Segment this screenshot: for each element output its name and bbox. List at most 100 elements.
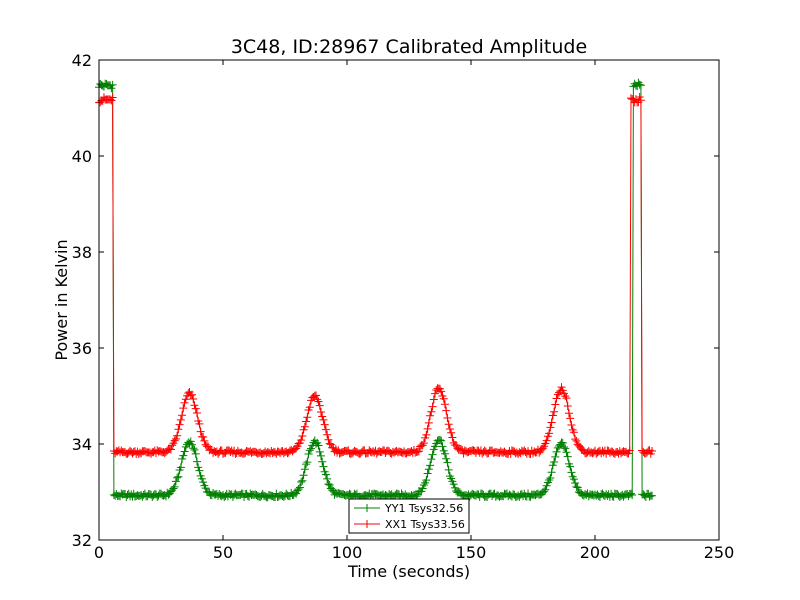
data-point: [547, 418, 556, 427]
data-point: [564, 409, 573, 418]
data-point: [324, 435, 333, 444]
data-point: [436, 435, 444, 444]
data-point: [424, 465, 433, 474]
data-point: [188, 440, 196, 449]
data-point: [315, 401, 324, 410]
data-point: [440, 449, 449, 458]
data-point: [442, 406, 451, 415]
data-point: [304, 449, 313, 458]
data-point: [305, 446, 314, 455]
data-point: [443, 458, 452, 467]
data-point: [166, 445, 175, 454]
data-point: [442, 454, 451, 463]
data-point: [174, 472, 183, 481]
x-tick-label: 50: [213, 543, 233, 562]
data-point: [191, 404, 200, 413]
data-point: [173, 431, 182, 440]
data-point: [169, 484, 178, 493]
data-point: [297, 436, 306, 445]
data-point: [552, 394, 561, 403]
data-point: [194, 463, 203, 472]
data-point: [180, 398, 189, 407]
data-point: [427, 455, 436, 464]
data-point: [298, 431, 307, 440]
data-point: [303, 413, 312, 422]
data-point: [319, 415, 328, 424]
data-point: [561, 392, 570, 401]
legend-marker-xx1: [363, 520, 371, 528]
data-point: [422, 430, 431, 439]
data-point: [302, 460, 311, 469]
data-point: [195, 419, 204, 428]
x-tick-label: 200: [580, 543, 611, 562]
data-point: [312, 391, 320, 400]
data-point: [540, 487, 549, 496]
data-point: [303, 458, 312, 467]
data-point: [419, 480, 428, 489]
data-point: [107, 84, 116, 93]
data-point: [192, 457, 201, 466]
data-point: [438, 442, 447, 451]
data-point: [426, 411, 435, 420]
data-point: [548, 411, 557, 420]
data-point: [422, 476, 431, 485]
y-tick-label: 40: [72, 147, 92, 166]
data-point: [444, 465, 453, 474]
data-point: [199, 432, 208, 441]
x-axis-label: Time (seconds): [347, 562, 470, 581]
data-point: [440, 400, 449, 409]
data-point: [298, 476, 307, 485]
data-point: [305, 403, 314, 412]
data-point: [200, 436, 209, 445]
x-tick-label: 150: [456, 543, 487, 562]
data-point: [428, 402, 437, 411]
data-point: [428, 450, 437, 459]
chart-title: 3C48, ID:28967 Calibrated Amplitude: [231, 36, 587, 58]
ticks-layer: 0 50 100 150 200 250 32 34 36 38 40 42: [72, 51, 735, 562]
data-point: [648, 446, 657, 455]
data-point: [448, 433, 457, 442]
data-point: [538, 444, 547, 453]
data-point: [563, 402, 572, 411]
legend: YY1 Tsys32.56 XX1 Tsys33.56: [348, 498, 470, 534]
data-point: [445, 425, 454, 434]
data-point: [550, 407, 559, 416]
data-point: [566, 414, 575, 423]
data-point: [178, 411, 187, 420]
data-point: [648, 491, 657, 500]
data-point: [569, 428, 578, 437]
data-point: [186, 437, 195, 446]
data-point: [572, 436, 581, 445]
data-point: [557, 383, 566, 392]
data-point: [300, 422, 309, 431]
data-point: [180, 447, 189, 456]
data-point: [551, 452, 560, 461]
data-point: [324, 480, 333, 489]
y-tick-label: 32: [72, 531, 92, 550]
y-tick-label: 38: [72, 243, 92, 262]
data-point: [314, 441, 323, 450]
data-point: [542, 436, 551, 445]
data-point: [176, 463, 185, 472]
data-point: [316, 408, 325, 417]
data-point: [192, 408, 201, 417]
data-point: [320, 420, 329, 429]
data-point: [314, 397, 323, 406]
y-tick-label: 34: [72, 435, 92, 454]
data-point: [558, 438, 567, 447]
data-point: [572, 482, 581, 491]
data-point: [292, 489, 301, 498]
data-point: [297, 478, 306, 487]
data-point: [541, 485, 550, 494]
data-point: [307, 444, 316, 453]
data-point: [316, 451, 325, 460]
data-point: [562, 394, 571, 403]
data-point: [552, 447, 561, 456]
data-point: [571, 435, 580, 444]
data-point: [571, 479, 580, 488]
series-layer: [95, 78, 657, 502]
data-point: [318, 412, 327, 421]
data-point: [548, 461, 557, 470]
data-point: [195, 466, 204, 475]
